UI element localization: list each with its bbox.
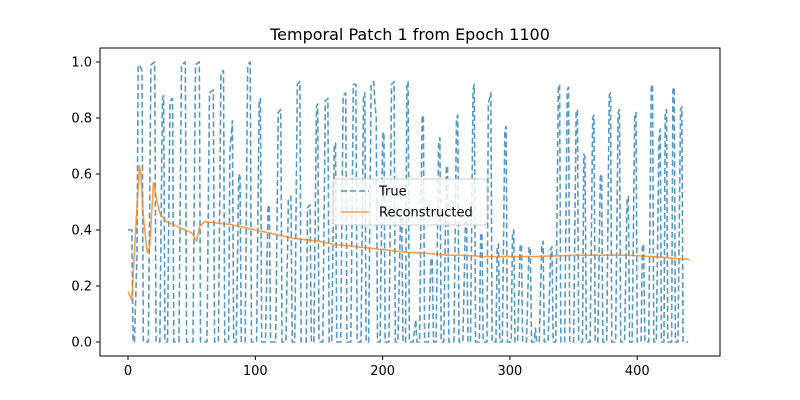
y-tick-label: 0.6 (71, 168, 92, 183)
legend-label: Reconstructed (379, 206, 473, 221)
x-tick-label: 100 (243, 364, 268, 379)
legend-label: True (378, 185, 407, 200)
y-tick-label: 0.2 (71, 280, 92, 295)
x-tick-label: 200 (370, 364, 395, 379)
x-tick-label: 300 (498, 364, 523, 379)
x-tick-label: 400 (625, 364, 650, 379)
series-layer (127, 61, 690, 343)
axes-layer: 0 100 200 300 400 0.0 0.2 0.4 0.6 0.8 1.0 (71, 47, 721, 379)
chart-title: Temporal Patch 1 from Epoch 1100 (269, 25, 550, 44)
legend-box (332, 178, 488, 226)
y-tick-label: 0.0 (71, 336, 92, 351)
y-tick-label: 0.8 (71, 112, 92, 127)
y-tick-label: 0.4 (71, 224, 92, 239)
series-line-reconstructed (127, 164, 690, 301)
x-tick-label: 0 (124, 364, 132, 379)
y-tick-label: 1.0 (71, 56, 92, 71)
series-line-true (128, 61, 689, 343)
plot-frame (99, 47, 721, 357)
legend: True Reconstructed (332, 178, 488, 226)
